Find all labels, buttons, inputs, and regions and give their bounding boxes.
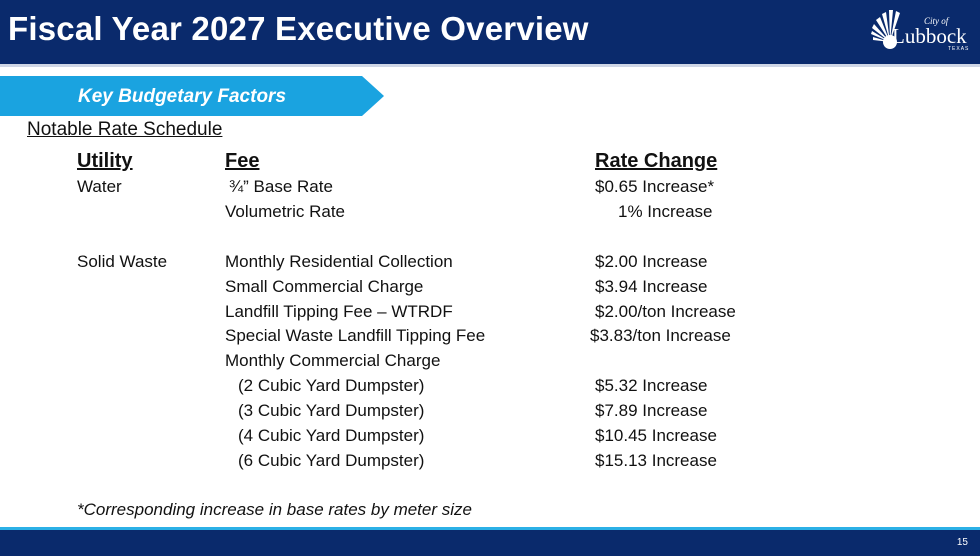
row-rate: $0.65 Increase* xyxy=(595,177,715,196)
row-rate: $3.94 Increase xyxy=(595,277,708,296)
row-rate: $3.83/ton Increase xyxy=(590,326,731,345)
header-rate-change: Rate Change xyxy=(595,150,718,172)
header-fee: Fee xyxy=(225,150,260,172)
row-fee: Monthly Commercial Charge xyxy=(225,351,441,370)
header-divider xyxy=(0,64,980,67)
sunburst-icon xyxy=(871,10,900,49)
row-fee: (2 Cubic Yard Dumpster) xyxy=(238,376,425,395)
row-rate: $2.00 Increase xyxy=(595,252,708,271)
row-fee: (4 Cubic Yard Dumpster) xyxy=(238,426,425,445)
row-fee: (6 Cubic Yard Dumpster) xyxy=(238,451,425,470)
row-rate: $10.45 Increase xyxy=(595,426,717,445)
row-utility: Water xyxy=(77,177,122,196)
row-rate: 1% Increase xyxy=(618,202,713,221)
section-banner: Key Budgetary Factors xyxy=(0,76,384,116)
row-fee: (3 Cubic Yard Dumpster) xyxy=(238,401,425,420)
row-fee: Small Commercial Charge xyxy=(225,277,424,296)
row-rate: $5.32 Increase xyxy=(595,376,708,395)
row-fee: Volumetric Rate xyxy=(225,202,345,221)
slide-title: Fiscal Year 2027 Executive Overview xyxy=(8,10,589,47)
header-utility: Utility xyxy=(77,150,133,172)
footnote: *Corresponding increase in base rates by… xyxy=(77,500,472,519)
logo-city-name: Lubbock xyxy=(892,24,967,48)
row-rate: $2.00/ton Increase xyxy=(595,302,736,321)
row-fee: Landfill Tipping Fee – WTRDF xyxy=(225,302,453,321)
logo-state: TEXAS xyxy=(948,46,970,52)
footer-accent-line xyxy=(0,527,980,530)
banner-arrow-shape xyxy=(0,76,384,116)
banner-label: Key Budgetary Factors xyxy=(78,86,287,107)
slide-footer: 15 xyxy=(0,530,980,556)
slide-header: Fiscal Year 2027 Executive Overview City… xyxy=(0,0,980,64)
city-logo: City of Lubbock TEXAS xyxy=(868,6,972,58)
row-fee: Monthly Residential Collection xyxy=(225,252,453,271)
row-fee: ¾” Base Rate xyxy=(229,177,333,196)
row-rate: $7.89 Increase xyxy=(595,401,708,420)
logo-city-of: City of xyxy=(924,16,949,26)
row-rate: $15.13 Increase xyxy=(595,451,717,470)
row-utility: Solid Waste xyxy=(77,252,168,271)
page-number: 15 xyxy=(956,537,968,548)
row-fee: Special Waste Landfill Tipping Fee xyxy=(225,326,486,345)
section-title: Notable Rate Schedule xyxy=(27,119,223,140)
